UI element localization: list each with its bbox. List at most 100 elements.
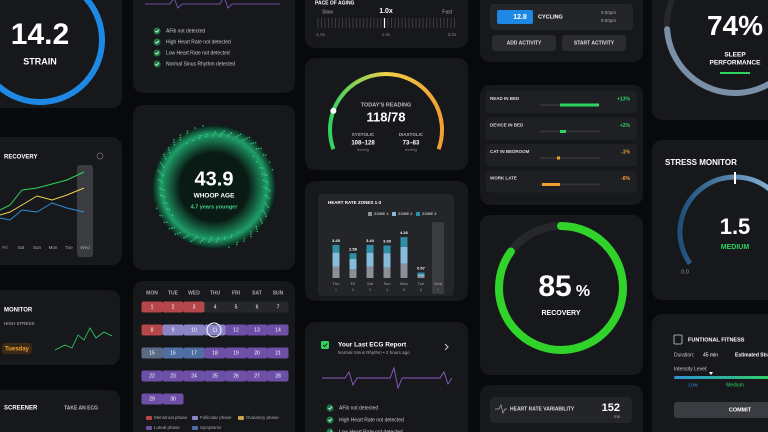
behavior-name: WORK LATE — [490, 176, 517, 181]
date: 21 — [275, 350, 281, 356]
stress-value: 1.5 — [720, 214, 751, 239]
bp-unit: mmHg — [357, 147, 369, 152]
activity-start: 6:00pm — [601, 10, 616, 15]
day-label: Tue — [65, 245, 73, 250]
particle — [167, 147, 170, 149]
date-label: 5 — [403, 287, 406, 292]
hrv-title: HEART RATE VARIABILITY — [510, 406, 575, 412]
particle — [235, 135, 238, 138]
button[interactable] — [562, 35, 626, 51]
particle — [173, 141, 175, 144]
legend-swatch — [146, 426, 152, 430]
particle — [239, 133, 242, 136]
particle — [202, 238, 205, 240]
day-label: Fri — [2, 245, 7, 250]
hrv-value: 152 — [602, 402, 620, 414]
card — [305, 322, 468, 432]
behavior-row — [486, 144, 637, 166]
date-cell — [246, 370, 268, 382]
particle — [256, 160, 258, 163]
particle — [210, 237, 213, 239]
particle — [179, 231, 181, 234]
date: 9 — [172, 327, 175, 333]
date: 26 — [233, 373, 239, 379]
bar-label: 2.58 — [349, 246, 358, 251]
particle — [264, 180, 267, 183]
bar-label: 3.45 — [332, 238, 341, 243]
particle — [263, 173, 266, 176]
whoop-age-value: 43.9 — [195, 168, 234, 190]
date-label: 1 — [335, 287, 338, 292]
behavior-bar — [557, 156, 560, 160]
particle — [159, 214, 161, 217]
particle — [236, 231, 239, 233]
bar-segment — [349, 258, 357, 270]
button[interactable] — [492, 35, 556, 51]
particle — [159, 194, 162, 197]
behavior-row — [486, 170, 637, 193]
particle — [267, 188, 269, 191]
bp-value: 118/78 — [366, 109, 405, 124]
check-mark — [322, 343, 328, 348]
sleep-unit: % — [738, 10, 763, 41]
bar-segment — [349, 253, 357, 259]
particle — [202, 125, 204, 127]
behavior-name: CAT IN BEDROOM — [490, 149, 530, 154]
check-mark — [328, 418, 333, 422]
check-mark — [155, 40, 160, 44]
bar-segment — [383, 245, 391, 254]
weekday: THU — [210, 290, 221, 296]
fitness-icon — [673, 334, 683, 345]
day-label: Mon — [400, 281, 408, 286]
bp-sys: 108–128 — [351, 141, 375, 147]
bar-segment — [332, 244, 340, 253]
recovery-label: RECOVERY — [541, 310, 580, 317]
particle — [243, 237, 246, 240]
bp-dia: 73–83 — [403, 141, 420, 147]
particle — [269, 189, 271, 192]
particle — [206, 133, 208, 136]
particle — [209, 239, 212, 241]
commit-button[interactable] — [674, 402, 768, 418]
particle — [199, 241, 201, 244]
date-cell — [225, 324, 247, 336]
date: 6 — [256, 304, 259, 310]
check-icon — [153, 49, 161, 57]
particle — [161, 181, 164, 184]
legend-label: ZONE 1 — [374, 211, 389, 216]
particle — [260, 219, 262, 222]
stress-level: MEDIUM — [721, 244, 750, 251]
date-cell — [267, 347, 289, 359]
date: 10 — [191, 327, 197, 333]
particle — [194, 237, 196, 240]
particle — [179, 134, 182, 136]
particle — [171, 214, 174, 216]
today-ring — [206, 322, 222, 338]
date: 8 — [151, 327, 154, 333]
ecg-checkbox — [321, 341, 329, 349]
card — [0, 390, 120, 432]
particle — [215, 241, 218, 243]
date-cell — [162, 301, 184, 313]
behavior-bar — [542, 183, 560, 186]
date: 28 — [275, 373, 281, 379]
fitness-duration-label: Duration: — [674, 352, 694, 358]
strain-value: 14.2 — [11, 18, 69, 51]
particle — [168, 227, 171, 230]
particle — [159, 171, 161, 174]
day-label: Fri — [351, 281, 356, 286]
date-cell — [141, 347, 163, 359]
day-label: Wed — [80, 245, 90, 250]
particle — [162, 153, 165, 156]
particle — [192, 139, 195, 142]
stress-day: Tuesday — [5, 347, 30, 353]
particle — [161, 164, 164, 167]
particle — [160, 162, 162, 165]
date-label: 2 — [352, 287, 355, 292]
particle — [256, 228, 258, 230]
info-icon — [96, 152, 104, 160]
date-label: 7 — [437, 287, 440, 292]
particle — [174, 233, 177, 235]
legend-label: Luteal phase — [154, 425, 180, 430]
fitness-estimated: Estimated Strain — [735, 352, 768, 358]
